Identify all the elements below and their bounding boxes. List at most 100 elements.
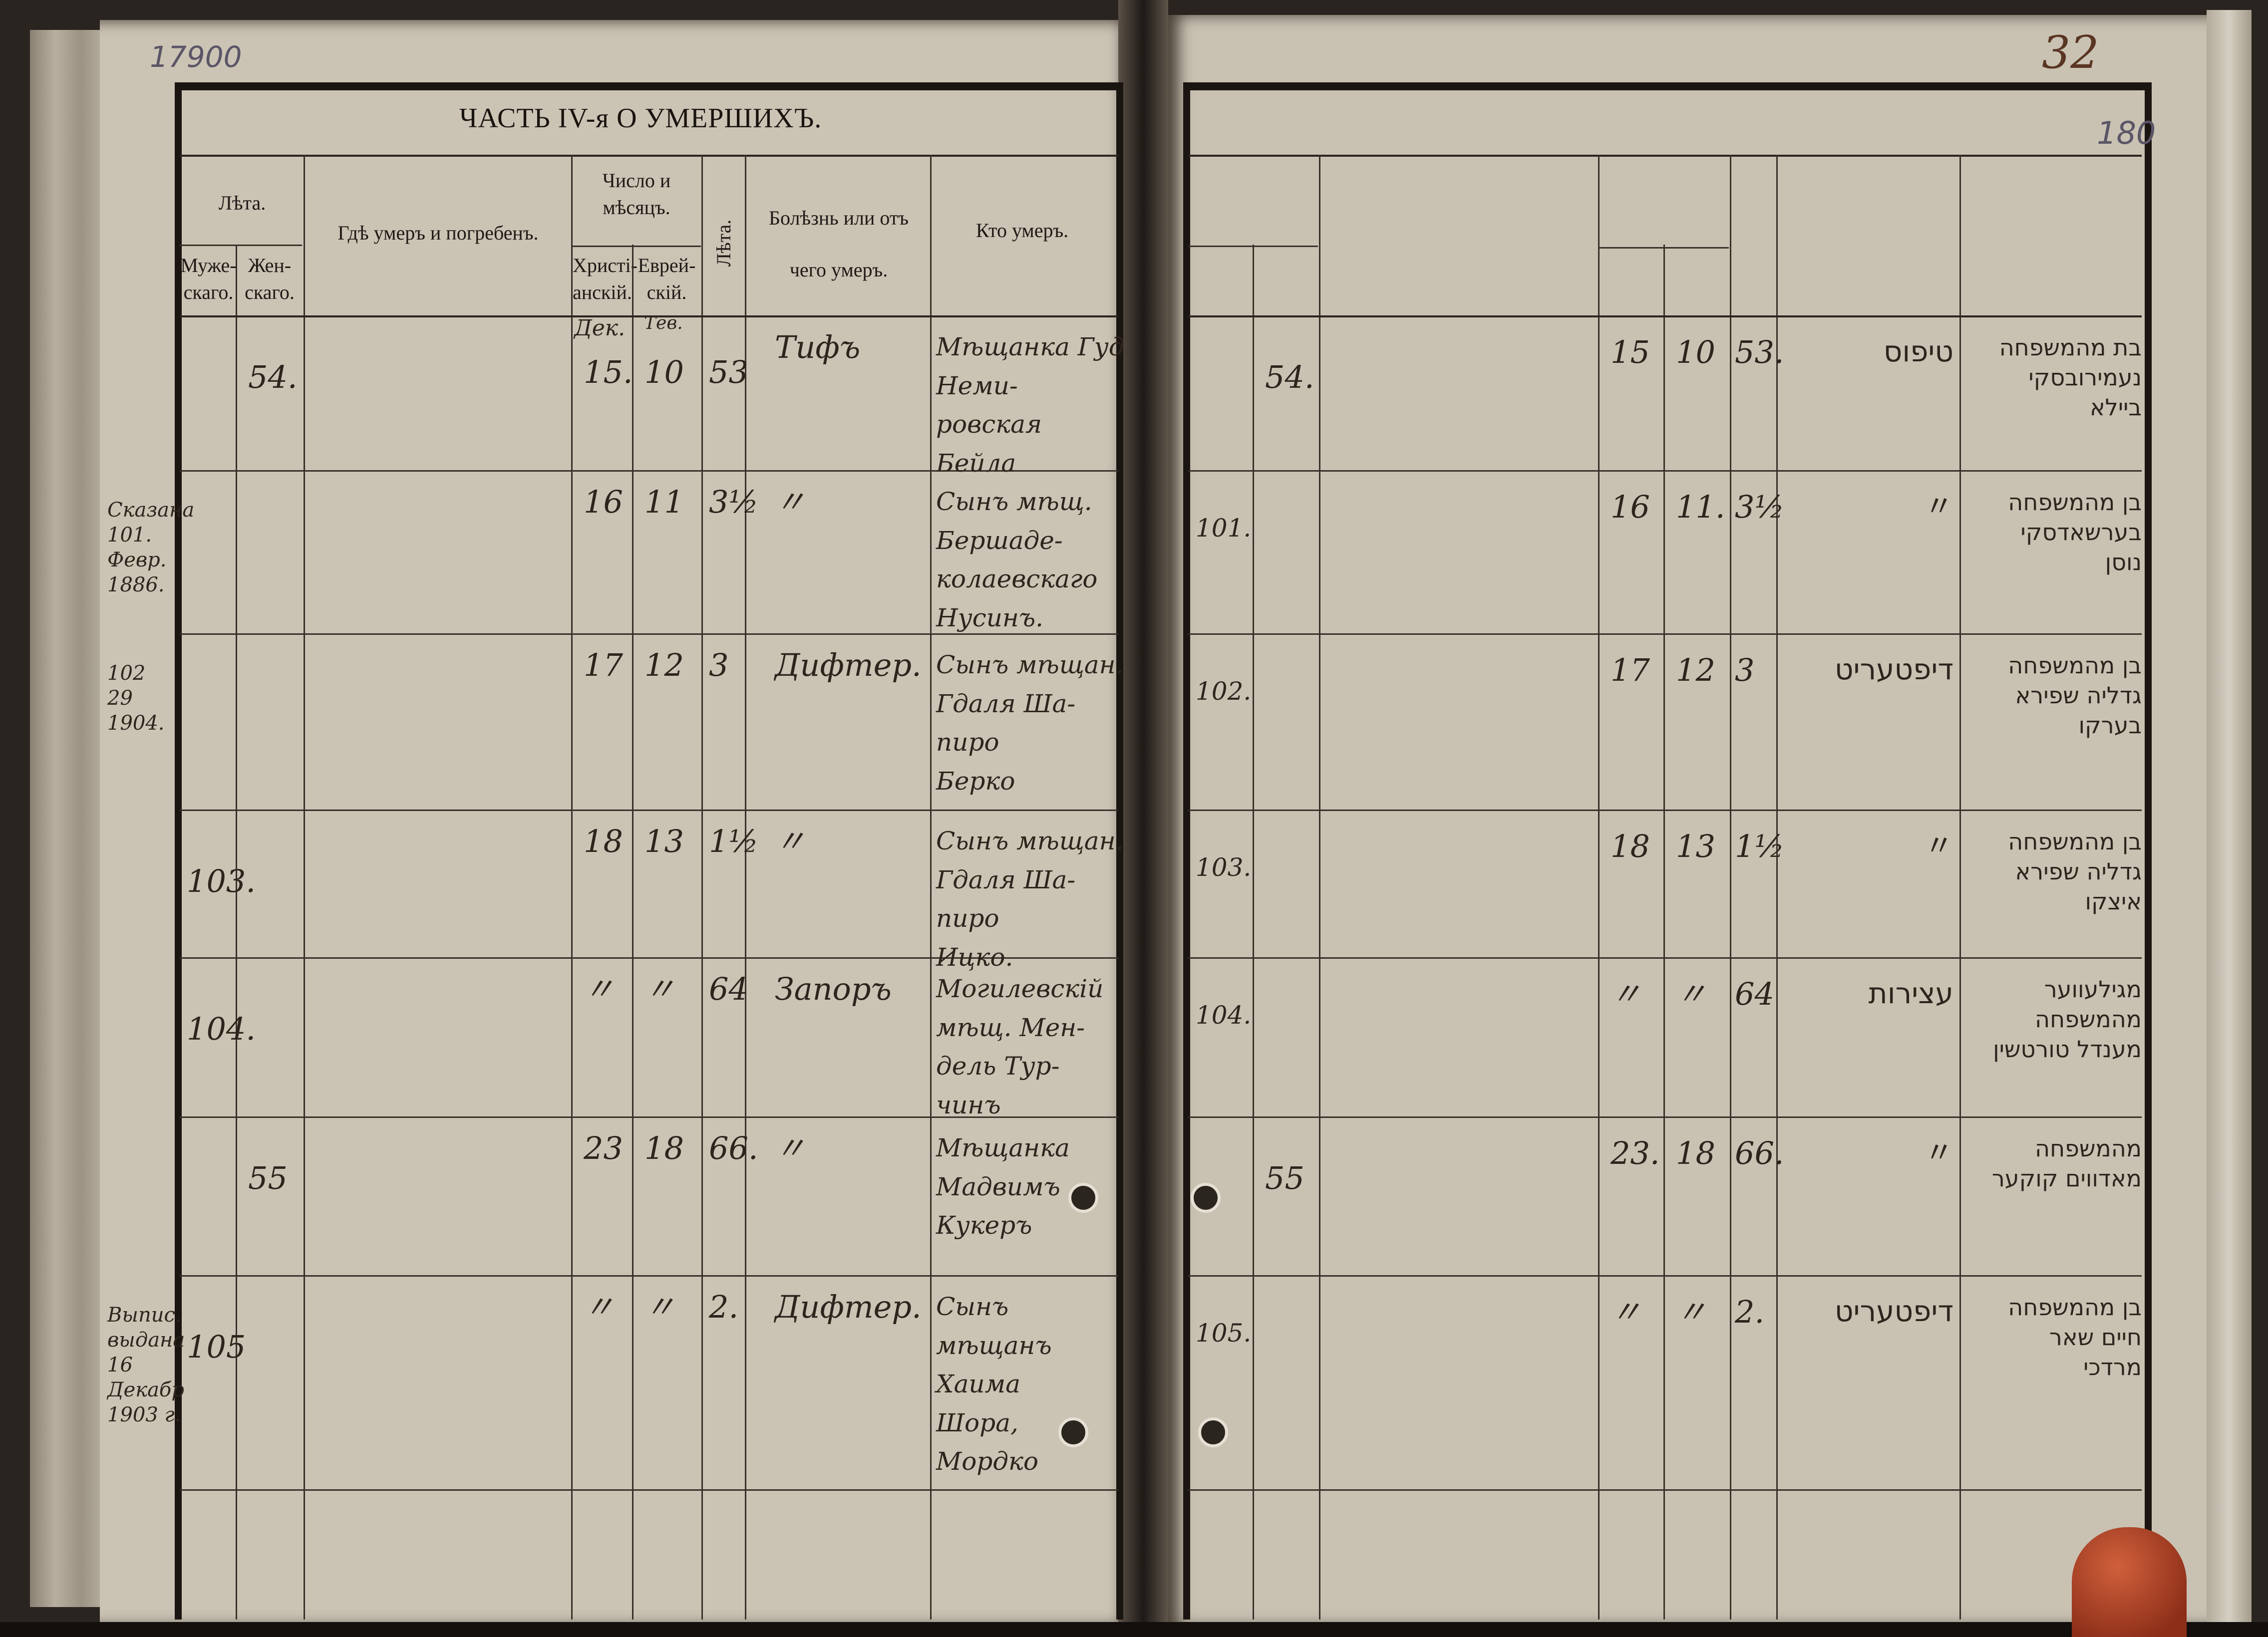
header-female: Жен-скаго. [245,254,295,303]
header-date: Число и мѣсяцъ. [602,169,671,219]
deceased-name: Сынъ мѣщ. Бершаде- колаевскаго Нусинъ. [936,487,1098,632]
cause-of-death: Тифъ [775,329,861,365]
left-page [100,20,1143,1627]
header-subrule [572,246,701,247]
male-age: 103. [1196,853,1252,882]
row-rule [180,1116,1118,1118]
row-rule [1188,470,2142,472]
christian-day: 〃 [1611,976,1642,1012]
margin-note: Выпис. выдана 16 Декабр 1903 г. [107,1304,185,1426]
jewish-day: 12 [645,647,684,683]
cause-of-death: 〃 [775,823,806,859]
female-age: 54. [1265,359,1314,395]
row-rule [180,1275,1118,1277]
row-rule [180,810,1118,811]
header-christian: Христі-анскій. [573,254,638,303]
jewish-day: 10 [1676,334,1715,370]
christian-day: 23. [1611,1135,1660,1171]
row-rule [1188,810,2142,811]
cause-of-death: Дифтер. [775,647,922,683]
age: 1½ [1735,828,1785,864]
age: 64 [709,971,748,1007]
jewish-day: 11. [1676,489,1725,525]
row-rule [1188,1275,2142,1277]
header-rule [1188,155,2142,157]
deceased-name: בן מהמשפחה חיים שאר מרדכי [2008,1294,2142,1380]
female-age: 54. [248,359,298,395]
age: 66. [709,1130,758,1166]
deceased-name: בן מהמשפחה גדליה שפירא איצקו [2008,828,2142,915]
deceased-name: Мѣщанка Гуд Неми- ровская Бейла [936,332,1125,478]
column-rule [1319,155,1320,1620]
page-title: ЧАСТЬ IV-я О УМЕРШИХЪ. [459,103,822,134]
age: 53 [709,354,748,390]
column-rule [236,245,237,1620]
column-rule [1663,245,1665,1620]
row-rule [1188,633,2142,635]
age: 64 [1735,976,1774,1012]
age: 3 [709,647,729,683]
header-cause: Болѣзнь или отъ чего умеръ. [769,207,909,281]
deceased-name: בת מהמשפחה נעמירובסקי ביילא [1999,334,2142,421]
jewish-day: 〃 [645,971,676,1007]
age: 1½ [709,823,759,859]
column-rule [304,155,305,1620]
column-rule [1959,155,1961,1620]
deceased-name: בן מהמשפחה גדליה שפירא בערקו [2008,652,2142,739]
row-rule [1188,1116,2142,1118]
cause-of-death: דיפטעריט [1834,1294,1953,1328]
row-rule [180,315,1118,317]
row-rule [180,470,1118,472]
binding-hole [1068,1183,1098,1213]
cause-of-death: טיפוס [1883,334,1953,368]
month-christian: Дек. [574,315,626,341]
deceased-name: Сынъ мѣщан. Гдаля Ша- пиро Берко [936,650,1124,796]
christian-day: 16 [584,484,623,520]
column-rule [1730,155,1731,1620]
binding-hole [1191,1183,1221,1213]
christian-day: 15 [1611,334,1650,370]
cause-of-death: 〃 [1924,828,1953,862]
christian-day: 18 [1611,828,1650,864]
header-male: Муже-скаго. [180,254,237,303]
age: 3½ [709,484,759,520]
archive-number: 17900 [150,40,242,74]
cause-of-death: Запоръ [775,971,892,1007]
deceased-name: מגילעווער מהמשפחה מענדל טורטשין [1993,976,2142,1063]
book-gutter [1118,0,1168,1637]
header-place: Гдѣ умеръ и погребенъ. [337,222,539,244]
male-age: 101. [1196,514,1252,543]
folio-number: 32 [2042,26,2099,79]
cause-of-death: עצירות [1868,976,1953,1010]
column-rule [571,155,573,1620]
age: 3 [1735,652,1755,688]
column-rule [930,155,932,1620]
right-table-frame [1183,82,2152,1620]
binding-hole [1058,1417,1088,1447]
margin-note: Сказана 101. Февр. 1886. [107,499,195,596]
header-who: Кто умеръ. [975,219,1069,242]
column-rule [1253,245,1254,1620]
christian-day: 15. [584,354,633,390]
row-rule [180,633,1118,635]
pencil-page-number: 180 [2097,115,2156,151]
cause-of-death: 〃 [1924,489,1953,523]
jewish-day: 〃 [1676,1294,1707,1330]
right-page [1158,15,2212,1627]
male-age: 104. [187,1011,256,1047]
age: 66. [1735,1135,1784,1171]
cause-of-death: דיפטעריט [1834,652,1953,686]
header-rule [180,155,1118,157]
column-rule [701,155,703,1620]
jewish-day: 18 [645,1130,684,1166]
row-rule [180,1489,1118,1491]
finger [2072,1527,2187,1637]
christian-day: 〃 [584,1289,615,1325]
row-rule [180,957,1118,959]
jewish-day: 13 [645,823,684,859]
column-rule [632,245,634,1620]
male-age: 103. [187,863,256,899]
binding-hole [1198,1417,1228,1447]
age: 2. [709,1289,739,1325]
